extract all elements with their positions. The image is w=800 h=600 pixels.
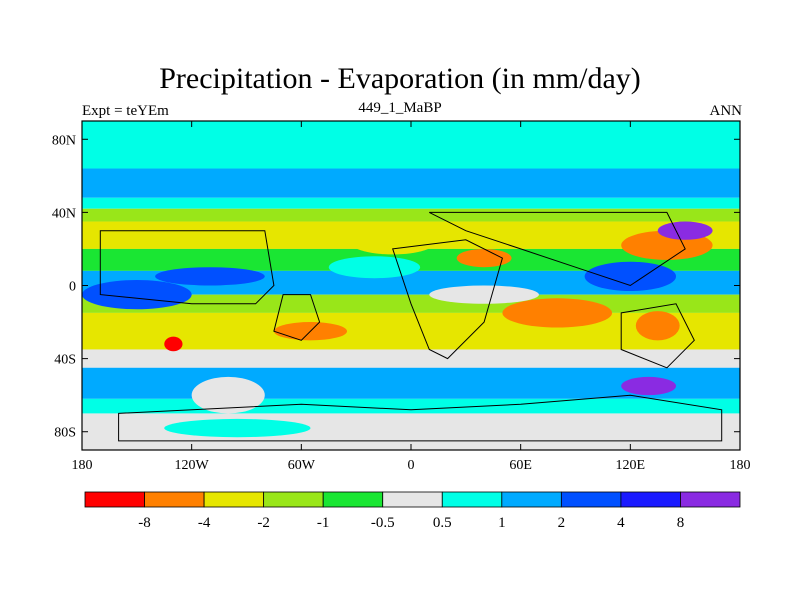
- colorbar-label: -2: [257, 515, 270, 531]
- colorbar-swatch: [203, 491, 265, 508]
- y-tick-label: 80N: [52, 133, 76, 148]
- colorbar-label: 2: [558, 515, 566, 531]
- field-anomaly: [635, 311, 680, 341]
- colorbar-label: 8: [677, 515, 685, 531]
- field-anomaly: [347, 225, 439, 255]
- colorbar-label: 0.5: [433, 515, 452, 531]
- colorbar-swatch: [620, 491, 681, 508]
- zonal-band: [82, 168, 740, 198]
- y-tick-label: 80S: [54, 426, 76, 441]
- field-anomaly: [456, 248, 512, 268]
- field-anomaly: [82, 280, 192, 310]
- colorbar-label: -8: [138, 515, 151, 531]
- colorbar-swatch: [382, 491, 443, 508]
- colorbar-swatch: [84, 491, 145, 508]
- zonal-band: [82, 121, 740, 169]
- colorbar-swatch: [322, 491, 384, 508]
- land-outlines: [99, 211, 723, 442]
- zonal-band: [82, 349, 740, 368]
- field-anomaly: [657, 221, 713, 240]
- y-tick-label: 40S: [54, 353, 76, 368]
- run-label: 449_1_MaBP: [358, 100, 442, 116]
- colorbar-swatch: [144, 491, 205, 508]
- colorbar-label: -4: [198, 515, 211, 531]
- chart-title: Precipitation - Evaporation (in mm/day): [159, 62, 641, 95]
- x-tick-label: 60E: [509, 458, 532, 473]
- land-outline-north-america: [99, 230, 275, 305]
- zonal-band: [82, 197, 740, 209]
- colorbar-swatch: [501, 491, 562, 508]
- field-anomaly: [502, 298, 613, 328]
- land-outline-eurasia: [429, 211, 686, 287]
- zonal-band: [82, 398, 740, 414]
- colorbar-swatch: [441, 491, 503, 508]
- field-anomaly: [621, 376, 677, 396]
- x-tick-label: 0: [408, 458, 415, 473]
- colorbar-swatch: [263, 491, 324, 508]
- colorbar-label: 4: [617, 515, 625, 531]
- x-tick-label: 120E: [616, 458, 646, 473]
- field-anomaly: [584, 261, 677, 291]
- colorbar-swatch: [560, 491, 622, 508]
- field-anomaly: [155, 267, 265, 286]
- land-outline-australia: [620, 303, 695, 369]
- zonal-band: [82, 208, 740, 222]
- land-outline-antarctica: [118, 394, 723, 442]
- colorbar: -8 -4 -2 -1 -0.5 0.5 1 2 4 8: [84, 491, 741, 531]
- colorbar-label: -1: [317, 515, 330, 531]
- season-label: ANN: [709, 103, 743, 119]
- colorbar-label: 1: [498, 515, 506, 531]
- y-tick-label: 40N: [52, 206, 76, 221]
- pe-field: [82, 121, 740, 450]
- colorbar-swatch: [680, 491, 741, 508]
- x-tick-label: 180: [72, 458, 93, 473]
- colorbar-label: -0.5: [371, 515, 395, 531]
- x-tick-label: 180: [730, 458, 751, 473]
- zonal-band: [82, 248, 740, 271]
- y-tick-label: 0: [69, 280, 76, 295]
- x-tick-label: 60W: [288, 458, 316, 473]
- land-outline-africa: [392, 239, 503, 360]
- field-anomaly: [191, 376, 265, 414]
- land-outline-south-america: [273, 294, 321, 341]
- field-anomaly: [429, 285, 539, 304]
- experiment-label: Expt = teYEm: [82, 103, 169, 119]
- zonal-band: [82, 312, 740, 350]
- axes: 180 120W 60W 0 60E 120E 180 80N 40N 0 40S 80S: [52, 121, 751, 473]
- field-anomaly: [328, 256, 421, 279]
- x-tick-label: 120W: [175, 458, 210, 473]
- field-anomaly: [164, 336, 183, 352]
- field-anomaly: [164, 418, 311, 438]
